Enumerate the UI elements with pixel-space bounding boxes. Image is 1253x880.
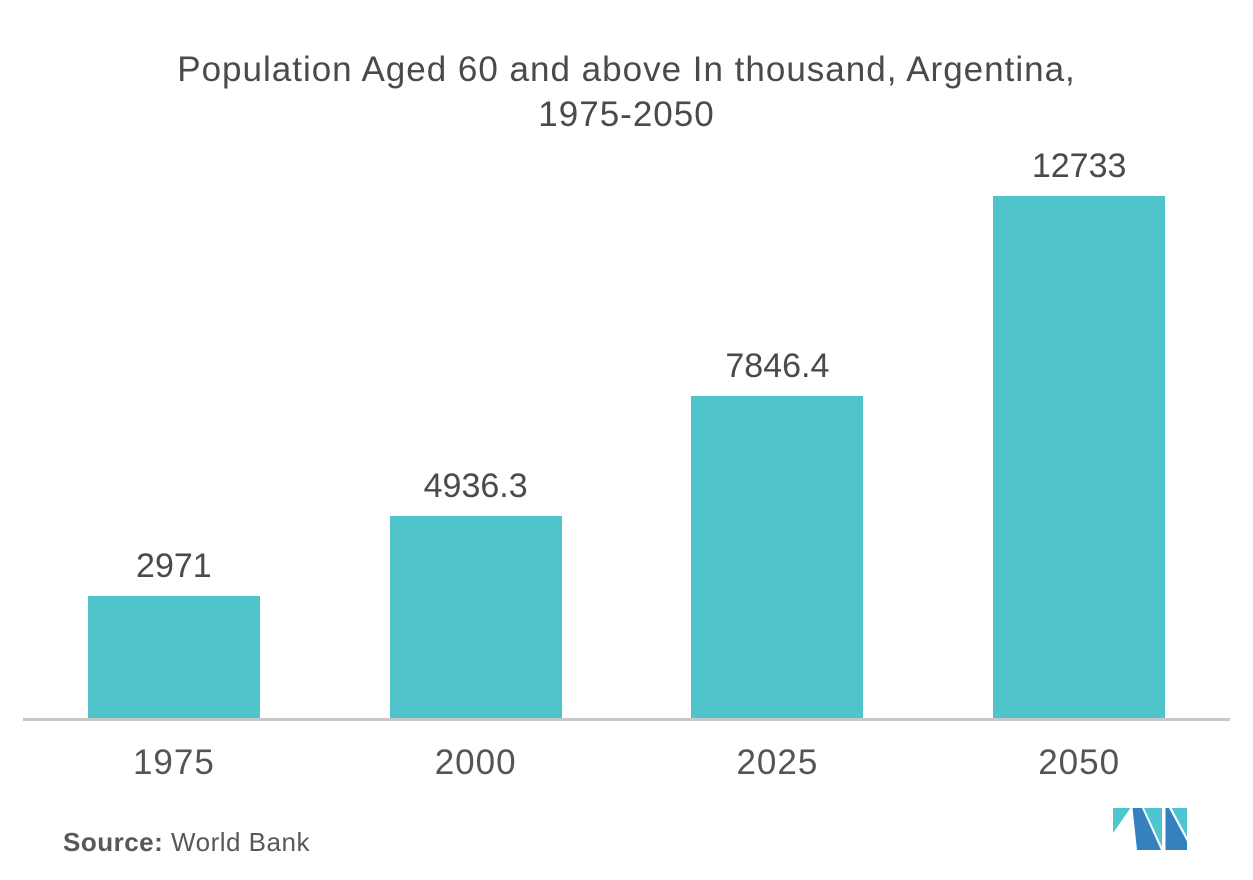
bar-value-label: 7846.4 [725, 347, 830, 385]
source-note: Source: World Bank [63, 826, 310, 858]
brand-logo-m-icon [1113, 808, 1187, 850]
source-label: Source: [63, 827, 164, 857]
x-axis-line [23, 718, 1230, 721]
bar [389, 516, 562, 718]
x-axis-tick-label: 1975 [132, 743, 215, 782]
bar-group: 2971 [23, 146, 325, 718]
bar-value-label: 2971 [136, 547, 212, 585]
logo-right-teal-triangle [1171, 808, 1187, 837]
bar [87, 596, 260, 718]
x-axis-tick-label: 2000 [434, 743, 517, 782]
logo-right-blue-leg [1165, 808, 1187, 850]
x-axis-tick-label: 2050 [1038, 743, 1121, 782]
bar-group: 7846.4 [627, 146, 929, 718]
bar [691, 396, 864, 718]
brand-logo [1113, 808, 1188, 850]
logo-main-blue-diagonal [1132, 808, 1161, 850]
bar-value-label: 12733 [1031, 147, 1127, 185]
bar-value-label: 4936.3 [423, 467, 528, 505]
plot-area: 2971 4936.3 7846.4 12733 [23, 146, 1230, 718]
x-axis-labels: 1975 2000 2025 2050 [23, 721, 1230, 785]
chart-title: Population Aged 60 and above In thousand… [0, 0, 1253, 137]
bar-group: 4936.3 [325, 146, 627, 718]
chart-title-line-2: 1975-2050 [538, 95, 715, 134]
source-value: World Bank [163, 827, 310, 857]
bar [993, 196, 1166, 718]
logo-middle-teal-triangle [1144, 808, 1162, 847]
bar-group: 12733 [928, 146, 1230, 718]
chart-title-line-1: Population Aged 60 and above In thousand… [177, 50, 1076, 89]
logo-left-teal-triangle [1113, 808, 1131, 833]
x-axis-tick-label: 2025 [736, 743, 819, 782]
